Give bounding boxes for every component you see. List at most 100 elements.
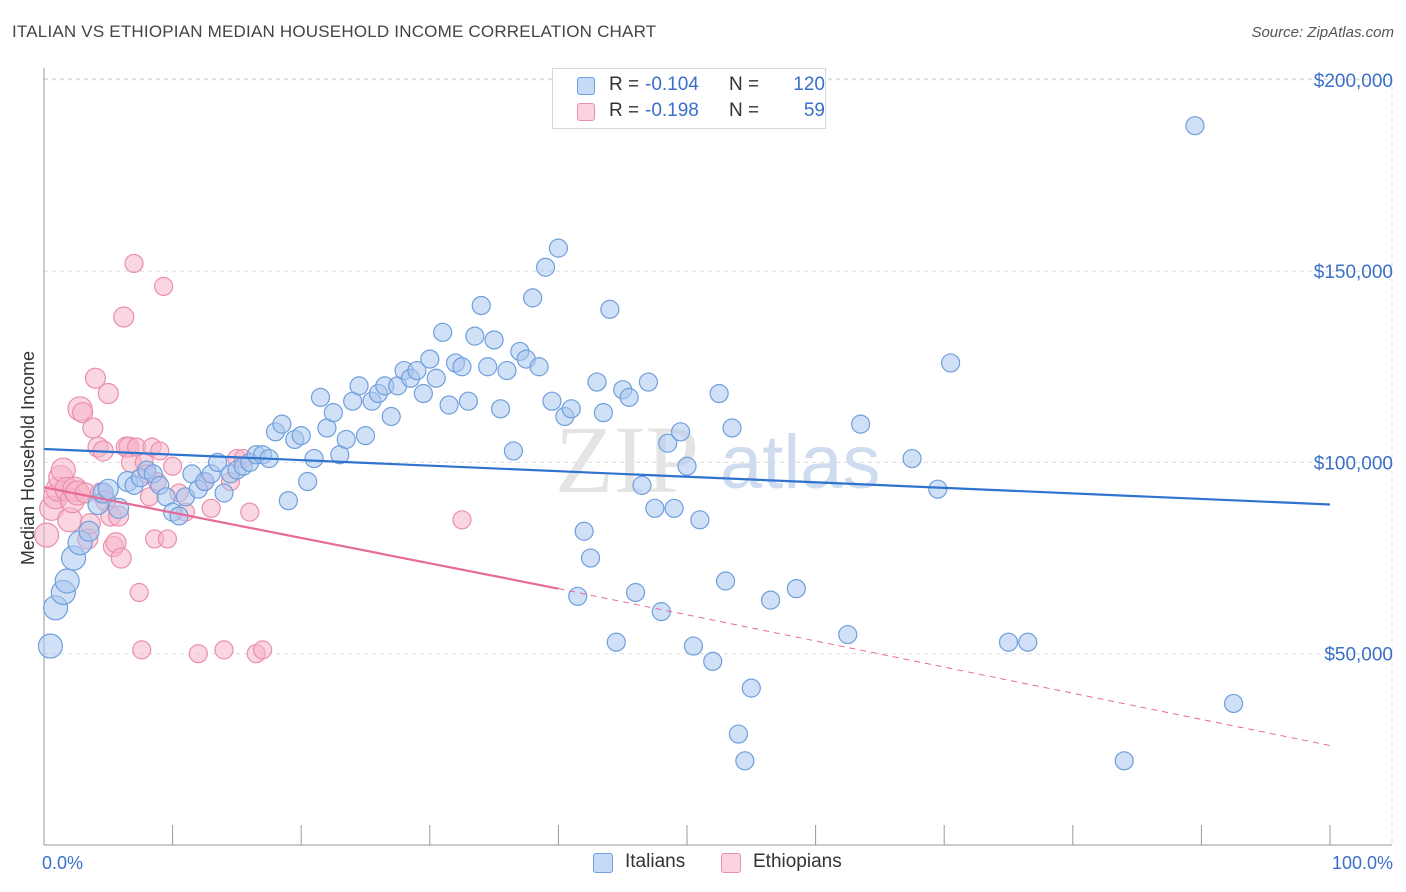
ethiopian-point <box>240 502 260 522</box>
italian-point <box>413 383 433 404</box>
italian-point <box>1185 116 1205 136</box>
n-value: 120 <box>793 74 825 95</box>
italian-point <box>703 651 723 671</box>
legend-label: Ethiopians <box>753 851 842 872</box>
italian-point <box>484 330 504 350</box>
italian-point <box>728 724 749 744</box>
italian-point <box>298 471 318 492</box>
italians-trend-line <box>43 447 1331 506</box>
italian-point <box>664 498 684 518</box>
ethiopian-point <box>84 367 107 389</box>
italian-point <box>452 357 472 377</box>
chart-title: ITALIAN VS ETHIOPIAN MEDIAN HOUSEHOLD IN… <box>12 22 657 41</box>
italian-point <box>420 349 440 369</box>
italian-point <box>426 368 446 388</box>
italian-point <box>638 372 659 392</box>
italian-point <box>381 406 401 427</box>
italian-point <box>304 448 324 469</box>
italian-point <box>323 403 343 423</box>
italian-point <box>310 387 331 407</box>
italian-point <box>278 491 298 511</box>
r-value: -0.198 <box>645 100 699 121</box>
italian-point <box>1018 632 1038 652</box>
ethiopian-point <box>82 417 104 439</box>
italian-point <box>439 395 459 415</box>
italians-points <box>37 116 1244 771</box>
ethiopian-point <box>150 441 170 461</box>
italian-point <box>709 383 729 404</box>
watermark-zip: ZIP <box>555 406 699 513</box>
watermark-atlas: atlas <box>720 420 881 505</box>
italian-point <box>690 510 710 530</box>
italian-point <box>580 548 601 568</box>
y-tick-label: $100,000 <box>1314 453 1393 474</box>
ethiopian-point <box>214 640 234 660</box>
italian-point <box>568 586 588 606</box>
italian-point <box>722 418 742 438</box>
italian-point <box>658 433 678 453</box>
italian-point <box>632 475 652 495</box>
stats-legend: R = -0.104 N = 120 R = -0.198 N = 59 <box>552 68 826 129</box>
italian-point <box>78 520 100 542</box>
ethiopian-point <box>110 547 132 569</box>
italian-point <box>625 582 646 603</box>
italian-point <box>478 357 498 377</box>
italian-point <box>529 357 549 377</box>
ethiopian-point <box>71 402 94 424</box>
italian-point <box>407 360 427 381</box>
ethiopian-point <box>452 510 472 530</box>
italian-point <box>471 295 491 316</box>
italian-point <box>600 299 620 319</box>
italian-point <box>349 376 369 396</box>
italian-point <box>838 624 858 645</box>
italian-point <box>535 257 556 277</box>
italian-point <box>593 403 614 423</box>
italian-point <box>458 391 478 411</box>
italian-point <box>291 426 311 446</box>
italian-point <box>677 456 697 476</box>
italian-point <box>851 414 871 434</box>
italian-point <box>54 568 80 594</box>
ethiopian-point <box>124 253 144 274</box>
italian-point <box>619 387 639 407</box>
ethiopian-point <box>113 306 135 328</box>
italians-swatch <box>577 77 595 95</box>
axes <box>43 68 1392 846</box>
legend-label: Italians <box>625 851 686 872</box>
y-axis-label: Median Household Income <box>18 351 38 565</box>
ethiopians-swatch <box>577 103 595 121</box>
y-tick-label: $200,000 <box>1314 71 1393 92</box>
y-tick-label: $150,000 <box>1314 262 1393 283</box>
italian-point <box>465 326 485 346</box>
n-value: 59 <box>803 100 825 121</box>
italian-point <box>208 452 228 472</box>
ethiopian-point <box>153 276 174 297</box>
italian-point <box>37 633 64 659</box>
italian-point <box>1114 751 1134 771</box>
italian-point <box>760 590 781 610</box>
italian-point <box>902 448 922 469</box>
italian-point <box>433 322 453 342</box>
italian-point <box>503 441 523 461</box>
italian-point <box>651 602 671 622</box>
italian-point <box>928 479 948 499</box>
source-credit: Source: ZipAtlas.com <box>1251 24 1394 41</box>
italian-point <box>645 498 665 518</box>
ethiopians-trend-extension <box>558 588 1331 747</box>
italian-point <box>523 288 543 308</box>
italian-point <box>741 678 761 698</box>
italian-point <box>561 399 581 419</box>
trend-lines <box>43 447 1331 747</box>
ethiopian-point <box>157 529 178 549</box>
italian-point <box>272 414 292 434</box>
n-label: N = <box>729 100 760 121</box>
italian-point <box>670 422 691 442</box>
italian-point <box>490 399 511 419</box>
x-tick-label-min: 0.0% <box>42 853 83 873</box>
italian-point <box>941 353 961 373</box>
italian-point <box>336 429 356 450</box>
ethiopian-point <box>97 382 119 405</box>
ethiopian-point <box>129 582 149 603</box>
y-tick-label: $50,000 <box>1324 645 1393 666</box>
